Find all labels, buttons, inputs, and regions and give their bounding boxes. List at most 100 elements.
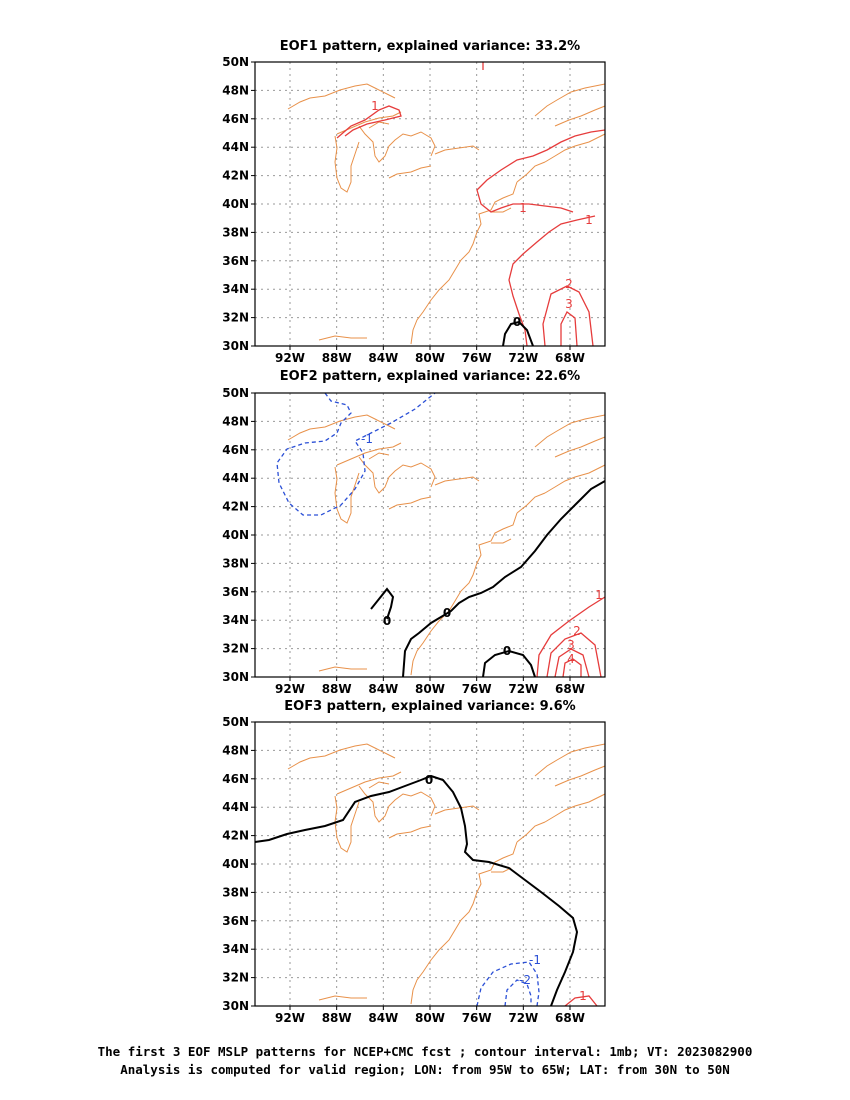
contour-positive <box>560 311 578 347</box>
lat-label: 36N <box>222 254 249 268</box>
lat-label: 40N <box>222 857 249 871</box>
contour-positive <box>508 215 596 347</box>
contour-label: 0 <box>425 773 433 787</box>
lat-label: 32N <box>222 971 249 985</box>
contour-label: 3 <box>567 638 575 652</box>
contour-positive <box>476 129 606 213</box>
coastline <box>287 414 606 676</box>
contour-positive <box>564 995 598 1007</box>
contour-label: -1 <box>529 953 541 967</box>
lat-label: 42N <box>222 829 249 843</box>
contour-positive <box>336 105 402 139</box>
lat-label: 32N <box>222 311 249 325</box>
panel-title: EOF2 pattern, explained variance: 22.6% <box>280 369 580 384</box>
lat-label: 34N <box>222 942 249 956</box>
caption-line-2: Analysis is computed for valid region; L… <box>120 1062 730 1077</box>
contour-negative <box>476 961 540 1007</box>
contour-label: 1 <box>595 588 603 602</box>
lat-label: 44N <box>222 140 249 154</box>
contour-label: 0 <box>443 606 451 620</box>
map-area: 0 -1 -2 1 50N 48N 46N 44N 42N 40N 38N 36N 34N 32N… <box>222 715 606 1025</box>
lat-label: 36N <box>222 585 249 599</box>
panel-eof3: EOF3 pattern, explained variance: 9.6% 0… <box>222 699 606 1025</box>
lon-label: 84W <box>368 1011 398 1025</box>
lon-label: 72W <box>508 351 538 365</box>
lon-label: 84W <box>368 351 398 365</box>
lat-label: 50N <box>222 386 249 400</box>
lon-label: 72W <box>508 1011 538 1025</box>
contour-zero <box>482 649 536 678</box>
lon-label: 88W <box>322 351 352 365</box>
lat-label: 30N <box>222 339 249 353</box>
contour-label: 0 <box>383 614 391 628</box>
lat-label: 48N <box>222 743 249 757</box>
panel-title: EOF1 pattern, explained variance: 33.2% <box>280 39 580 54</box>
lat-label: 46N <box>222 112 249 126</box>
lon-label: 80W <box>415 1011 445 1025</box>
lon-label: 72W <box>508 682 538 696</box>
panel-eof1: EOF1 pattern, explained variance: 33.2% … <box>222 39 606 365</box>
lat-label: 46N <box>222 772 249 786</box>
lat-label: 34N <box>222 613 249 627</box>
lon-label: 80W <box>415 351 445 365</box>
contour-label: 0 <box>513 315 521 329</box>
lon-label: 76W <box>462 682 492 696</box>
contour-negative <box>276 392 436 516</box>
lat-label: 30N <box>222 670 249 684</box>
contour-label: 1 <box>585 213 593 227</box>
lon-label: 88W <box>322 1011 352 1025</box>
lat-label: 38N <box>222 885 249 899</box>
eof-figure: EOF1 pattern, explained variance: 33.2% … <box>222 39 606 1025</box>
contour-label: 1 <box>579 989 587 1003</box>
coastline <box>287 83 606 345</box>
lat-label: 40N <box>222 197 249 211</box>
lon-label: 92W <box>275 351 305 365</box>
lat-label: 32N <box>222 642 249 656</box>
lon-label: 68W <box>555 682 585 696</box>
lon-label: 76W <box>462 351 492 365</box>
lat-label: 42N <box>222 169 249 183</box>
contour-positive <box>542 285 594 347</box>
contour-negative <box>504 979 532 1007</box>
contour-label: 2 <box>573 624 581 638</box>
lat-label: 34N <box>222 282 249 296</box>
lon-label: 88W <box>322 682 352 696</box>
contour-zero <box>502 320 534 347</box>
lat-label: 46N <box>222 443 249 457</box>
contour-zero <box>370 587 395 620</box>
contour-label: 4 <box>567 652 575 666</box>
contour-positive <box>536 596 606 678</box>
lon-label: 80W <box>415 682 445 696</box>
panel-eof2: EOF2 pattern, explained variance: 22.6% … <box>222 369 606 696</box>
contour-label: 2 <box>565 277 573 291</box>
lon-label: 68W <box>555 351 585 365</box>
lat-label: 48N <box>222 414 249 428</box>
lon-label: 84W <box>368 682 398 696</box>
caption-line-1: The first 3 EOF MSLP patterns for NCEP+C… <box>97 1044 753 1059</box>
contour-positive <box>546 632 602 678</box>
map-area: 1 1 1 2 3 0 50N 48N 46N 44N 42N 40N 38N 36N 34N 3… <box>222 55 606 365</box>
contour-label: -1 <box>361 432 373 446</box>
lat-label: 38N <box>222 225 249 239</box>
contour-label: 1 <box>371 99 379 113</box>
map-area: -1 0 0 0 1 2 3 4 50N 48N 46N 44N 42N 40N 38N 36… <box>222 386 606 696</box>
lat-label: 44N <box>222 471 249 485</box>
lon-label: 92W <box>275 1011 305 1025</box>
contour-label: 3 <box>565 297 573 311</box>
contour-label: 1 <box>519 201 527 215</box>
lat-label: 50N <box>222 715 249 729</box>
lon-label: 76W <box>462 1011 492 1025</box>
contour-zero <box>402 480 606 678</box>
lat-label: 42N <box>222 500 249 514</box>
lon-label: 68W <box>555 1011 585 1025</box>
lat-label: 36N <box>222 914 249 928</box>
lon-label: 92W <box>275 682 305 696</box>
contour-label: 0 <box>503 644 511 658</box>
lat-label: 38N <box>222 556 249 570</box>
contour-positive <box>562 658 582 678</box>
panel-title: EOF3 pattern, explained variance: 9.6% <box>284 699 575 714</box>
contour-positive <box>554 648 590 678</box>
lat-label: 48N <box>222 83 249 97</box>
lat-label: 50N <box>222 55 249 69</box>
contour-zero <box>254 774 579 1007</box>
